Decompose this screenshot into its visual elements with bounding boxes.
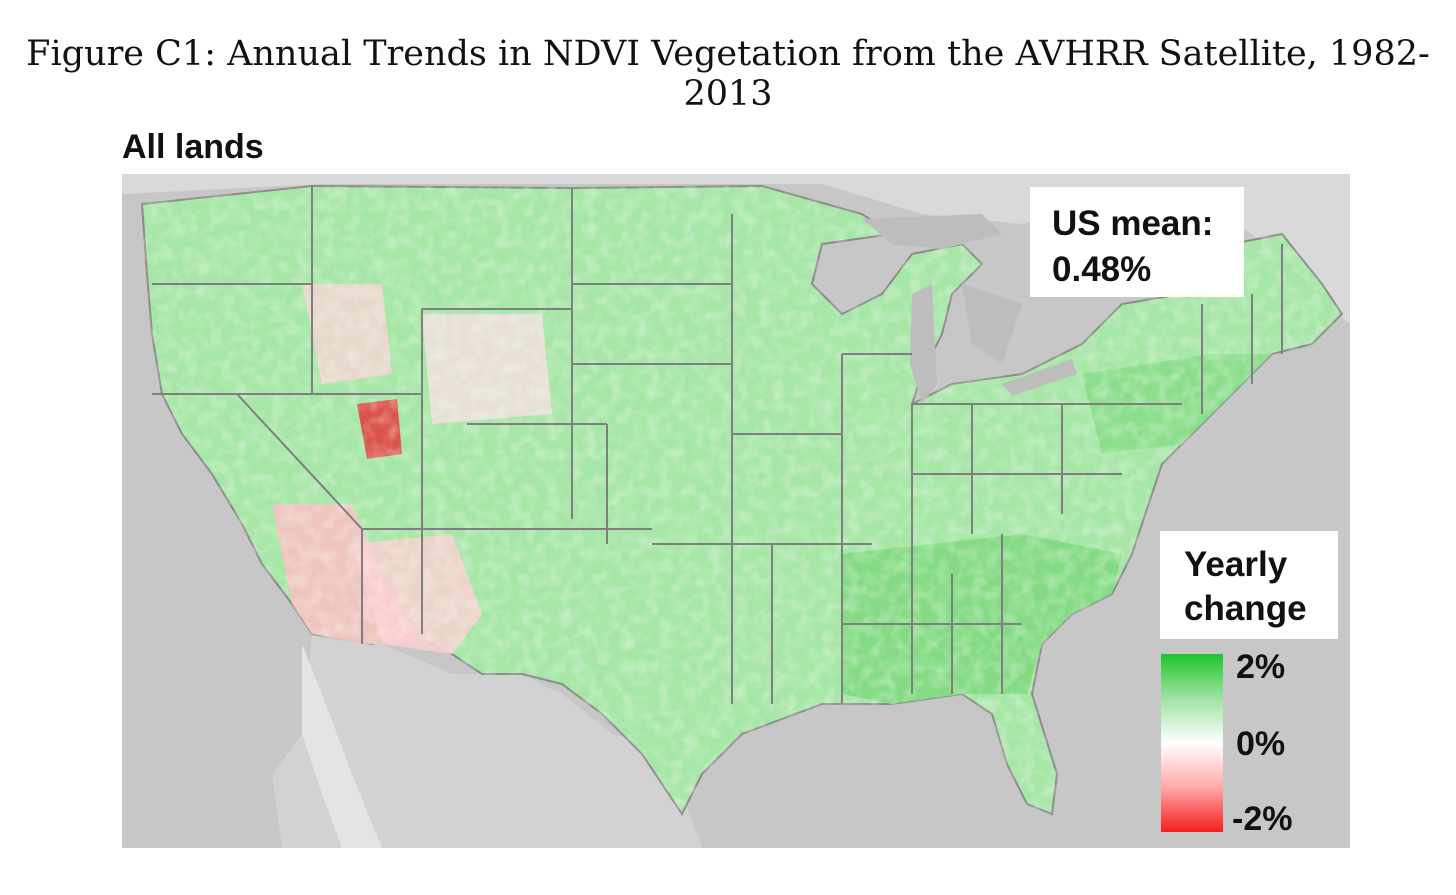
legend-title-line1: Yearly	[1184, 545, 1288, 584]
figure-caption: Figure C1: Annual Trends in NDVI Vegetat…	[26, 34, 1430, 114]
lake-huron	[962, 284, 1022, 364]
legend-title-line2: change	[1184, 589, 1307, 628]
lake-superior	[862, 214, 1002, 249]
mexico-landmass	[272, 634, 702, 848]
panel-title: All lands	[122, 128, 264, 166]
us-mean-label: US mean:	[1052, 204, 1214, 243]
legend-tick-high: 2%	[1236, 648, 1286, 686]
us-mean-annotation: US mean: 0.48%	[1030, 187, 1244, 297]
lake-michigan	[910, 284, 937, 404]
legend-title-box: Yearly change	[1160, 531, 1338, 639]
state-borders	[152, 186, 1283, 704]
baja-peninsula	[302, 644, 382, 848]
legend-tick-low: -2%	[1232, 800, 1293, 838]
legend-color-ramp	[1161, 654, 1223, 832]
us-mean-value: 0.48%	[1052, 250, 1152, 289]
lake-erie	[1002, 359, 1077, 396]
legend-tick-mid: 0%	[1236, 725, 1286, 763]
